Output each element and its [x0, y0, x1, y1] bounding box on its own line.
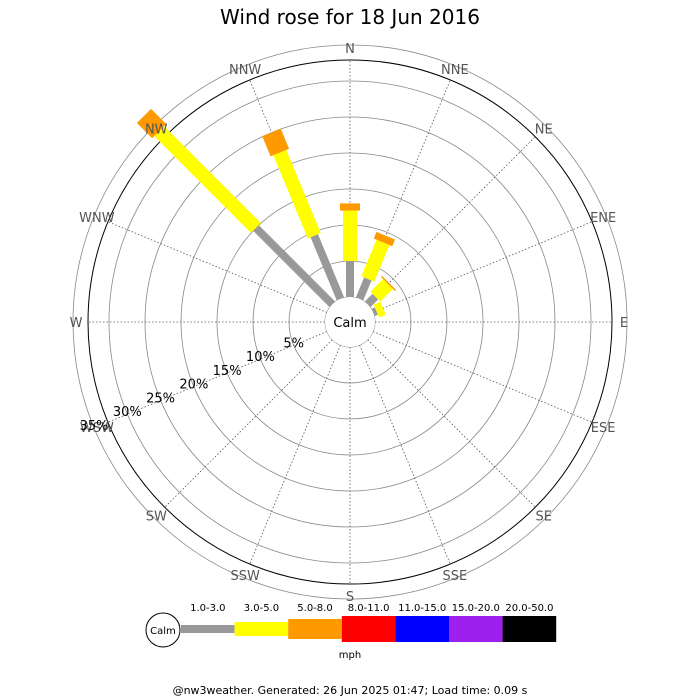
ring-label: 15% [213, 364, 242, 379]
calm-circle-group: Calm [325, 297, 375, 347]
direction-label-nne: NNE [441, 63, 469, 78]
legend-label-1.0-3.0: 1.0-3.0 [190, 603, 225, 614]
grid-ring-15 [216, 188, 484, 456]
direction-label-nw: NW [145, 122, 168, 137]
direction-label-nnw: NNW [229, 63, 261, 78]
unit-label: mph [339, 650, 361, 661]
ring-label: 10% [246, 350, 275, 365]
legend-label-20.0-50.0: 20.0-50.0 [505, 603, 553, 614]
ring-label: 30% [113, 405, 142, 420]
chart-title: Wind rose for 18 Jun 2016 [220, 5, 480, 29]
legend-label-8.0-11.0: 8.0-11.0 [348, 603, 390, 614]
legend-swatch-20.0-50.0 [502, 616, 557, 642]
wind-bar-ene-3.0-5.0 [373, 301, 386, 318]
direction-label-ne: NE [535, 122, 553, 137]
wind-bar-ne-3.0-5.0 [370, 279, 393, 302]
direction-label-wsw: WSW [80, 421, 114, 436]
direction-label-e: E [620, 316, 628, 331]
wind-bar-ne-5.0-8.0 [380, 275, 397, 292]
calm-circle [325, 297, 375, 347]
ring-label: 35% [80, 419, 109, 434]
wind-bar-ene-1.0-3.0 [371, 307, 378, 317]
direction-label-s: S [346, 590, 354, 605]
legend-label-5.0-8.0: 5.0-8.0 [297, 603, 332, 614]
legend-swatch-5.0-8.0 [288, 619, 342, 639]
outer-ring [87, 59, 613, 585]
spoke-se [367, 339, 536, 508]
ring-label: 20% [179, 378, 208, 393]
calm-label: Calm [333, 316, 366, 331]
spoke-ssw [249, 344, 341, 565]
direction-label-sse: SSE [442, 569, 467, 584]
legend-swatch-8.0-11.0 [341, 616, 396, 642]
grid-ring-35 [72, 44, 628, 600]
spoke-sse [359, 344, 451, 565]
spoke-wnw [107, 221, 328, 313]
wind-bars [136, 108, 397, 318]
spoke-ne [367, 136, 536, 305]
legend-calm-circle [145, 612, 181, 648]
spoke-ene [372, 221, 593, 313]
footer-text: @nw3weather. Generated: 26 Jun 2025 01:4… [173, 684, 528, 697]
wind-bar-nw-5.0-8.0 [136, 108, 167, 139]
wind-bar-n-1.0-3.0 [346, 261, 354, 297]
speed-legend: Calm 1.0-3.0 3.0-5.0 5.0-8.0 8.0-11.0 11.0-15… [145, 603, 557, 648]
direction-labels: N NNE NE ENE E ESE SE SSE S SSW SW WSW W WNW NW NNW [70, 42, 629, 605]
legend-label-11.0-15.0: 11.0-15.0 [398, 603, 446, 614]
wind-bar-nnw-1.0-3.0 [310, 234, 345, 301]
direction-label-se: SE [536, 510, 552, 525]
direction-label-n: N [345, 42, 355, 57]
wind-bar-nne-1.0-3.0 [355, 277, 372, 301]
spoke-sw [164, 339, 333, 508]
legend-label-3.0-5.0: 3.0-5.0 [244, 603, 279, 614]
wind-bar-nw-3.0-5.0 [154, 126, 261, 233]
legend-calm-label: Calm [150, 626, 176, 637]
legend-swatch-11.0-15.0 [395, 616, 449, 642]
wind-bar-nnw-5.0-8.0 [262, 128, 290, 157]
direction-label-ssw: SSW [230, 569, 260, 584]
legend-swatch-3.0-5.0 [234, 622, 289, 636]
direction-label-wnw: WNW [79, 211, 115, 226]
wind-bar-n-5.0-8.0 [340, 203, 360, 211]
legend-swatch-15.0-20.0 [449, 616, 503, 642]
wind-bar-nne-3.0-5.0 [361, 239, 390, 282]
legend-swatch-1.0-3.0 [181, 625, 235, 633]
wind-bar-nw-1.0-3.0 [253, 225, 336, 308]
ring-labels: 5% 10% 15% 20% 25% 30% 35% [80, 336, 304, 434]
direction-label-ese: ESE [591, 421, 616, 436]
direction-label-ene: ENE [590, 211, 616, 226]
ring-label: 5% [283, 336, 304, 351]
wind-bar-ne-1.0-3.0 [364, 293, 379, 308]
wind-bar-n-3.0-5.0 [343, 210, 357, 261]
direction-label-w: W [70, 316, 83, 331]
spoke-ese [372, 331, 593, 423]
legend-label-15.0-20.0: 15.0-20.0 [452, 603, 500, 614]
spoke-wsw [107, 331, 328, 423]
direction-label-sw: SW [146, 510, 167, 525]
grid-ring-30 [108, 80, 592, 564]
wind-bar-nnw-3.0-5.0 [273, 149, 321, 239]
wind-bar-nne-5.0-8.0 [373, 231, 395, 247]
ring-label: 25% [146, 391, 175, 406]
